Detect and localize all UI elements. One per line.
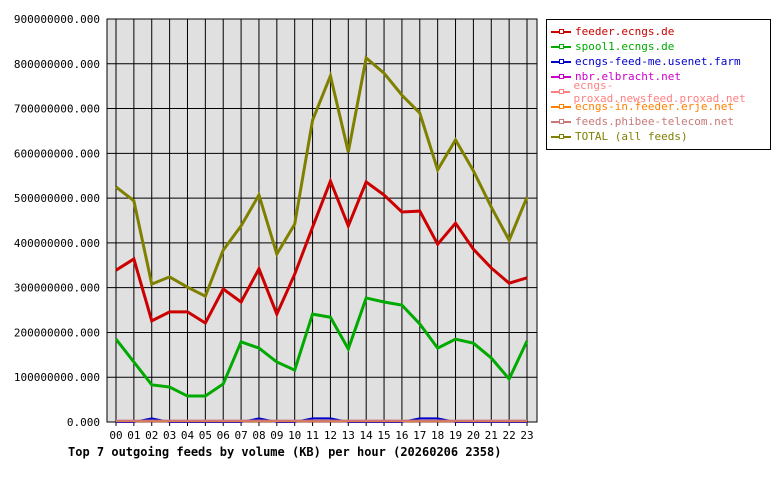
legend-label: ecngs-proxad.newsfeed.proxad.net xyxy=(573,78,746,105)
x-tick-label: 12 xyxy=(324,429,337,442)
x-tick-label: 15 xyxy=(377,429,390,442)
y-tick-label: 100000000.000 xyxy=(14,371,100,384)
legend-swatch xyxy=(551,43,571,49)
legend-swatch xyxy=(551,133,571,139)
x-tick-label: 17 xyxy=(413,429,426,442)
series-line-1 xyxy=(114,296,529,398)
x-tick-label: 04 xyxy=(181,429,195,442)
x-tick-label: 10 xyxy=(288,429,301,442)
y-tick-label: 400000000.000 xyxy=(14,237,100,250)
legend-label: TOTAL (all feeds) xyxy=(575,130,688,143)
legend-item: ecngs-proxad.newsfeed.proxad.net xyxy=(551,79,770,105)
x-tick-label: 07 xyxy=(234,429,247,442)
x-tick-label: 14 xyxy=(360,429,374,442)
legend: feeder.ecngs.de spool1.ecngs.de ecngs-feed… xyxy=(546,19,771,150)
x-tick-label: 19 xyxy=(449,429,462,442)
legend-swatch xyxy=(551,73,571,79)
legend-label: ecngs-feed-me.usenet.farm xyxy=(575,55,741,68)
x-tick-label: 21 xyxy=(485,429,498,442)
legend-item: ecngs-in.feeder.erje.net xyxy=(551,99,770,114)
legend-swatch xyxy=(551,103,571,109)
y-tick-label: 300000000.000 xyxy=(14,282,100,295)
legend-item: TOTAL (all feeds) xyxy=(551,129,770,144)
y-tick-label: 0.000 xyxy=(67,416,100,429)
x-tick-label: 06 xyxy=(217,429,230,442)
legend-item: spool1.ecngs.de xyxy=(551,39,770,54)
y-tick-label: 700000000.000 xyxy=(14,103,100,116)
x-tick-label: 05 xyxy=(199,429,212,442)
x-tick-label: 22 xyxy=(503,429,516,442)
legend-label: ecngs-in.feeder.erje.net xyxy=(575,100,734,113)
y-tick-label: 800000000.000 xyxy=(14,58,100,71)
y-tick-label: 500000000.000 xyxy=(14,192,100,205)
legend-item: feeder.ecngs.de xyxy=(551,24,770,39)
x-tick-label: 13 xyxy=(342,429,355,442)
x-tick-label: 00 xyxy=(109,429,122,442)
series-line-0 xyxy=(115,176,528,326)
legend-label: spool1.ecngs.de xyxy=(575,40,675,53)
chart-title: Top 7 outgoing feeds by volume (KB) per … xyxy=(68,445,501,459)
legend-label: feeds.phibee-telecom.net xyxy=(575,115,734,128)
plot-area xyxy=(106,18,538,423)
x-tick-label: 23 xyxy=(520,429,533,442)
x-tick-label: 08 xyxy=(252,429,265,442)
x-tick-label: 11 xyxy=(306,429,319,442)
x-tick-label: 20 xyxy=(467,429,480,442)
legend-swatch xyxy=(551,118,571,124)
x-tick-label: 01 xyxy=(127,429,140,442)
legend-swatch xyxy=(551,58,571,64)
x-tick-label: 02 xyxy=(145,429,158,442)
legend-swatch xyxy=(551,88,570,94)
legend-item: feeds.phibee-telecom.net xyxy=(551,114,770,129)
legend-item: nbr.elbracht.net xyxy=(551,69,770,84)
x-tick-label: 18 xyxy=(431,429,444,442)
x-tick-label: 09 xyxy=(270,429,283,442)
x-tick-label: 16 xyxy=(395,429,408,442)
legend-label: feeder.ecngs.de xyxy=(575,25,675,38)
y-tick-label: 200000000.000 xyxy=(14,326,100,339)
x-tick-label: 03 xyxy=(163,429,176,442)
legend-item: ecngs-feed-me.usenet.farm xyxy=(551,54,770,69)
y-tick-label: 900000000.000 xyxy=(14,13,100,26)
legend-label: nbr.elbracht.net xyxy=(575,70,681,83)
y-tick-label: 600000000.000 xyxy=(14,147,100,160)
legend-swatch xyxy=(551,28,571,34)
series-line-7 xyxy=(115,55,529,299)
